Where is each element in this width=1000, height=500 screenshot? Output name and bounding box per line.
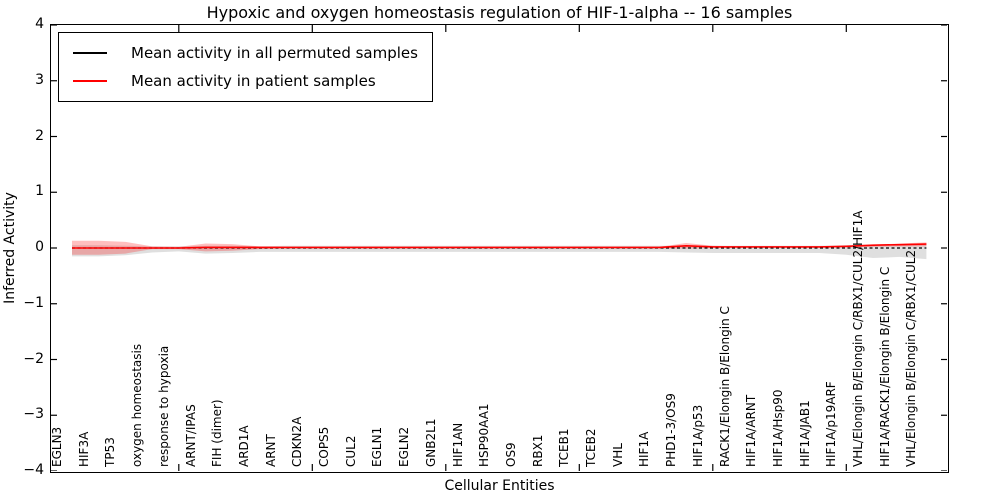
- x-tick-label: HIF1A/Hsp90: [770, 389, 785, 467]
- legend-item-permuted: Mean activity in all permuted samples: [71, 39, 418, 67]
- x-tick-label: HIF1A/p53: [690, 404, 705, 467]
- x-tick-label: oxygen homeostasis: [130, 343, 145, 467]
- x-tick-label: CUL2: [343, 435, 358, 467]
- x-tick-label: HSP90AA1: [477, 403, 492, 467]
- x-tick-label: EGLN1: [370, 426, 385, 467]
- x-tick-label: VHL/Elongin B/Elongin C/RBX1/CUL2/HIF1A: [851, 210, 865, 467]
- y-tick-label: −2: [23, 350, 44, 367]
- legend-item-patient: Mean activity in patient samples: [71, 67, 418, 95]
- x-tick-label: FIH (dimer): [210, 399, 225, 467]
- x-tick-label: TCEB1: [557, 428, 572, 467]
- x-tick-label: HIF3A: [76, 431, 91, 467]
- x-tick-label: ARNT: [263, 434, 278, 467]
- x-tick-label: HIF1A/p19ARF: [824, 381, 839, 467]
- chart-canvas: [51, 25, 947, 471]
- x-tick-label: HIF1AN: [450, 422, 465, 467]
- x-tick-label: RACK1/Elongin B/Elongin C: [717, 306, 732, 467]
- y-tick-label: 3: [35, 71, 44, 88]
- x-tick-label: CDKN2A: [290, 416, 305, 467]
- x-tick-label: EGLN3: [50, 426, 64, 467]
- x-tick-label: TCEB2: [584, 428, 598, 467]
- x-tick-label: TP53: [103, 437, 118, 467]
- x-tick-label: response to hypoxia: [156, 345, 171, 467]
- x-tick-label: VHL/Elongin B/Elongin C/RBX1/CUL2: [904, 249, 919, 467]
- x-axis-label: Cellular Entities: [444, 478, 555, 494]
- y-tick-label: −4: [23, 462, 44, 478]
- x-tick-label: COPS5: [317, 426, 331, 467]
- legend-label-permuted: Mean activity in all permuted samples: [131, 44, 418, 62]
- x-tick-label: OS9: [503, 442, 518, 467]
- x-tick-label: HIF1A: [637, 431, 652, 467]
- y-tick-label: 1: [35, 183, 44, 200]
- legend-line-black-icon: [71, 52, 109, 54]
- y-tick-label: −3: [23, 406, 44, 423]
- x-tick-label: EGLN2: [397, 426, 412, 467]
- y-tick-label: 0: [35, 239, 44, 255]
- x-tick-label: ARNT/IPAS: [183, 404, 198, 467]
- x-tick-label: HIF1A/JAB1: [797, 400, 812, 467]
- x-tick-label: GNB2L1: [423, 418, 438, 467]
- y-tick-label: −1: [23, 294, 44, 311]
- x-tick-label: PHD1-3/OS9: [664, 393, 679, 467]
- y-tick-label: 4: [35, 16, 44, 32]
- x-tick-label: VHL: [610, 443, 625, 467]
- x-tick-label: HIF1A/ARNT: [744, 394, 759, 467]
- x-tick-label: ARD1A: [236, 425, 251, 467]
- legend-line-red-icon: [71, 80, 109, 82]
- y-tick-label: 2: [35, 127, 44, 144]
- x-tick-label: RBX1: [530, 434, 545, 467]
- legend-label-patient: Mean activity in patient samples: [131, 72, 376, 90]
- x-tick-label: HIF1A/RACK1/Elongin B/Elongin C: [877, 266, 892, 467]
- chart-title: Hypoxic and oxygen homeostasis regulatio…: [206, 3, 793, 22]
- legend: Mean activity in all permuted samples Me…: [58, 32, 433, 102]
